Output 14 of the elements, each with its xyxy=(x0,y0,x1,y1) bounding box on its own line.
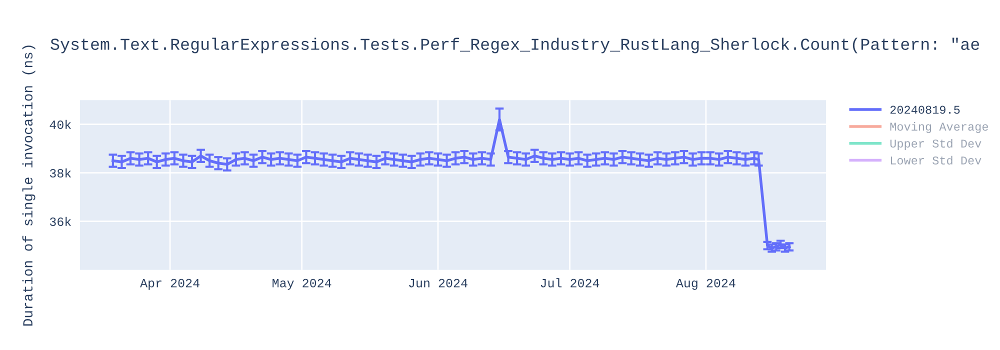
y-tick-label: 36k xyxy=(50,216,72,226)
legend-label: Lower Std Dev xyxy=(890,156,982,165)
chart-title: System.Text.RegularExpressions.Tests.Perf_Regex_Industry_RustLang_Sherlock.Count(Pattern: "ae xyxy=(50,38,980,54)
legend-label: 20240819.5 xyxy=(890,106,960,114)
y-tick-label: 38k xyxy=(50,168,72,178)
x-tick-label: Apr 2024 xyxy=(140,278,200,290)
legend-label: Moving Average xyxy=(890,122,988,134)
legend-label: Upper Std Dev xyxy=(890,138,982,150)
x-tick-label: May 2024 xyxy=(272,278,332,290)
x-tick-label: Jun 2024 xyxy=(409,278,468,288)
x-tick-label: Jul 2024 xyxy=(540,278,600,288)
x-tick-label: Aug 2024 xyxy=(676,278,736,290)
y-tick-label: 40k xyxy=(50,120,72,129)
y-axis-title: Duration of single invocation (ns) xyxy=(22,46,36,326)
